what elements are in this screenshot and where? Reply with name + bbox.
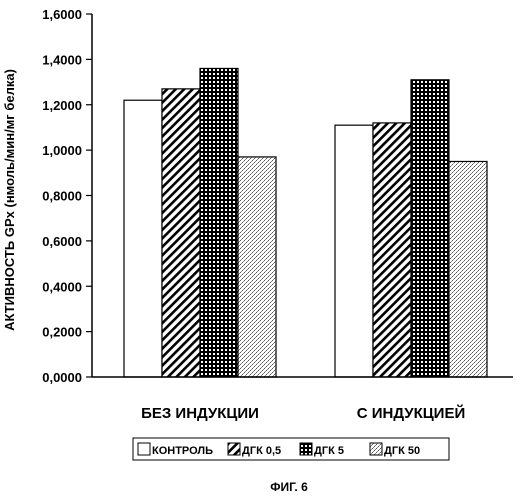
figure-caption: ФИГ. 6 (270, 480, 308, 494)
bar-3-2 (411, 80, 449, 377)
legend-label: ДГК 0,5 (242, 445, 281, 457)
y-ticks: 0,0000 0,2000 0,4000 0,6000 0,8000 1,0000 1,20… (42, 7, 92, 385)
x-category-label: С ИНДУКЦИЕЙ (357, 404, 466, 422)
y-tick-label: 0,0000 (42, 370, 82, 385)
bar-1-1 (124, 100, 162, 377)
x-category-label: БЕЗ ИНДУКЦИИ (141, 405, 259, 422)
bar-4-1 (238, 157, 276, 377)
bar-1-2 (335, 125, 373, 377)
y-tick-label: 0,6000 (42, 234, 82, 249)
y-tick-label: 1,4000 (42, 52, 82, 67)
y-tick-label: 0,4000 (42, 279, 82, 294)
bar-2-1 (162, 89, 200, 377)
y-tick-label: 1,6000 (42, 7, 82, 22)
legend-swatch (370, 443, 382, 455)
legend-swatch (138, 443, 150, 455)
bar-4-2 (449, 161, 487, 377)
legend-label: ДГК 5 (314, 445, 344, 457)
y-tick-label: 1,2000 (42, 98, 82, 113)
x-category-labels: БЕЗ ИНДУКЦИИ С ИНДУКЦИЕЙ (141, 404, 465, 422)
legend: КОНТРОЛЬ ДГК 0,5 ДГК 5 ДГК 50 (133, 438, 449, 460)
bar-3-1 (200, 68, 238, 377)
bars-layer (124, 68, 487, 377)
y-tick-label: 1,0000 (42, 143, 82, 158)
y-tick-label: 0,2000 (42, 325, 82, 340)
legend-swatch (300, 443, 312, 455)
legend-label: КОНТРОЛЬ (152, 445, 213, 457)
legend-swatch (228, 443, 240, 455)
y-tick-label: 0,8000 (42, 189, 82, 204)
y-axis-label: АКТИВНОСТЬ GPx (нмоль/мин/мг белка) (2, 69, 17, 331)
bar-2-2 (373, 123, 411, 377)
legend-label: ДГК 50 (384, 445, 420, 457)
